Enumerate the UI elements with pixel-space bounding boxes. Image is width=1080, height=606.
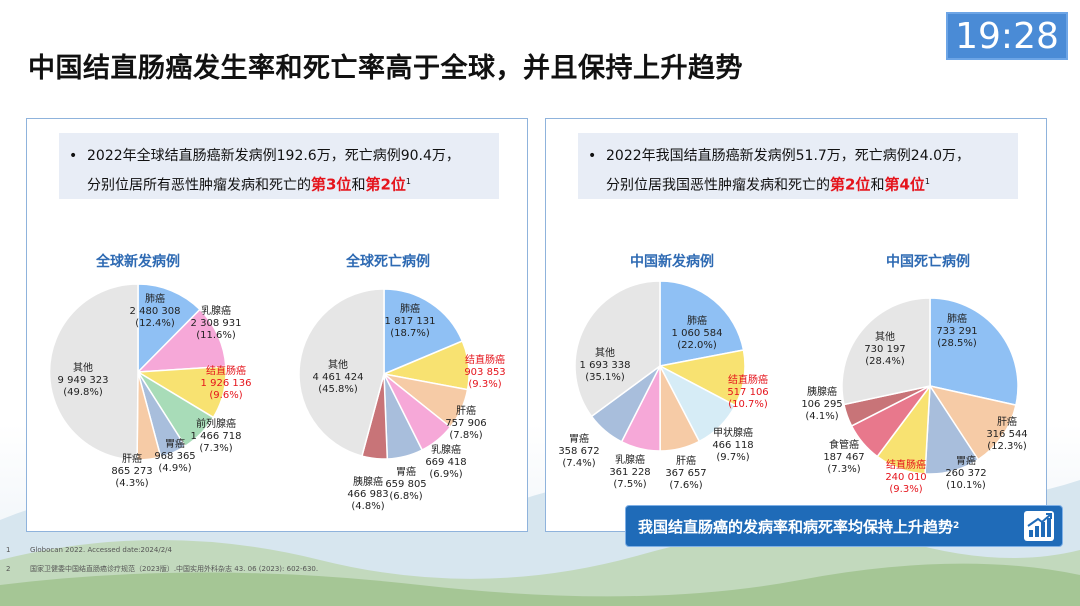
pie-slice	[298, 288, 385, 458]
pie-slice	[48, 283, 139, 461]
pie-slice	[136, 308, 227, 373]
reference-number: 1	[6, 546, 11, 554]
reference-text: 国家卫健委中国结直肠癌诊疗规范（2023版）.中国实用外科杂志 43. 06 (…	[30, 565, 319, 573]
pie-slice	[574, 280, 661, 418]
slice-label: 肝癌 865 273 (4.3%)	[111, 452, 152, 489]
slice-label: 其他 1 693 338 (35.1%)	[580, 346, 631, 383]
global-summary-line1: 2022年全球结直肠癌新发病例192.6万，死亡病例90.4万，	[87, 148, 460, 164]
slice-label: 其他 4 461 424 (45.8%)	[313, 358, 364, 395]
slice-label: 甲状腺癌 466 118 (9.7%)	[712, 426, 753, 463]
references: 1 Globocan 2022. Accessed date:2024/2/4 2…	[6, 546, 318, 584]
china-summary-line1: 2022年我国结直肠癌新发病例51.7万，死亡病例24.0万，	[606, 148, 970, 164]
pie-slice	[928, 384, 1017, 461]
global-summary-line2: 分别位居所有恶性肿瘤发病和死亡的第3位和第2位1	[87, 169, 491, 199]
reference-item: 2 国家卫健委中国结直肠癌诊疗规范（2023版）.中国实用外科杂志 43. 06 …	[6, 564, 318, 574]
slice-label: 结直肠癌 240 010 (9.3%)	[885, 458, 926, 495]
china-rank-incidence: 第2位	[830, 175, 871, 194]
global-rank-death: 第2位	[365, 175, 406, 194]
slice-label: 胰腺癌 466 983 (4.8%)	[347, 475, 388, 512]
slice-label: 其他 730 197 (28.4%)	[864, 330, 905, 367]
pie-slice	[929, 297, 1019, 407]
and-text: 和	[870, 177, 885, 194]
slice-label: 肺癌 733 291 (28.5%)	[936, 312, 977, 349]
slice-label: 肝癌 367 657 (7.6%)	[665, 454, 706, 491]
pie-title: 全球死亡病例	[345, 253, 430, 270]
slice-label: 肺癌 1 060 584 (22.0%)	[672, 314, 723, 351]
slice-label: 肝癌 757 906 (7.8%)	[445, 404, 486, 441]
and-text: 和	[351, 177, 366, 194]
reference-mark: 1	[924, 177, 930, 186]
slice-label: 结直肠癌 903 853 (9.3%)	[464, 353, 505, 390]
pie-title: 全球新发病例	[95, 253, 180, 270]
slice-label: 乳腺癌 361 228 (7.5%)	[609, 453, 650, 490]
china-summary-line2: 分别位居我国恶性肿瘤发病和死亡的第2位和第4位1	[606, 169, 1010, 199]
slice-label: 胃癌 358 672 (7.4%)	[558, 432, 599, 469]
page-title: 中国结直肠癌发生率和死亡率高于全球，并且保持上升趋势	[28, 53, 743, 84]
reference-text: Globocan 2022. Accessed date:2024/2/4	[30, 546, 172, 554]
pie-slice	[383, 288, 464, 376]
slice-label: 食管癌 187 467 (7.3%)	[823, 438, 864, 475]
global-summary: • 2022年全球结直肠癌新发病例192.6万，死亡病例90.4万， 分别位居所…	[59, 133, 499, 199]
slice-label: 结直肠癌 517 106 (10.7%)	[727, 373, 768, 410]
china-summary: • 2022年我国结直肠癌新发病例51.7万，死亡病例24.0万， 分别位居我国…	[578, 133, 1018, 199]
pie-slice	[841, 297, 931, 406]
reference-mark: 1	[405, 177, 411, 186]
pie-slice	[137, 283, 201, 374]
slice-label: 其他 9 949 323 (49.8%)	[58, 361, 109, 398]
global-rank-incidence: 第3位	[311, 175, 352, 194]
slice-label: 胰腺癌 106 295 (4.1%)	[801, 385, 842, 422]
reference-number: 2	[6, 565, 11, 573]
slice-label: 胃癌 260 372 (10.1%)	[945, 454, 986, 491]
slice-label: 肝癌 316 544 (12.3%)	[986, 415, 1027, 452]
china-summary-prefix: 分别位居我国恶性肿瘤发病和死亡的	[606, 177, 830, 194]
pie-title: 中国死亡病例	[886, 253, 970, 270]
clock-display: 19:28	[946, 12, 1068, 60]
china-rank-death: 第4位	[884, 175, 925, 194]
conclusion-banner: 我国结直肠癌的发病率和病死率均保持上升趋势 2	[625, 505, 1063, 547]
pie-slice	[659, 280, 745, 367]
slice-label: 乳腺癌 2 308 931 (11.6%)	[191, 304, 242, 341]
reference-mark: 2	[953, 521, 960, 531]
bullet-dot: •	[588, 148, 597, 164]
slice-label: 乳腺癌 669 418 (6.9%)	[425, 443, 466, 480]
pie-title: 中国新发病例	[630, 253, 714, 270]
reference-item: 1 Globocan 2022. Accessed date:2024/2/4	[6, 546, 318, 554]
slice-label: 前列腺癌 1 466 718 (7.3%)	[191, 417, 242, 454]
slice-label: 肺癌 1 817 131 (18.7%)	[385, 302, 436, 339]
slice-label: 结直肠癌 1 926 136 (9.6%)	[201, 364, 252, 401]
bullet-dot: •	[69, 148, 78, 164]
conclusion-text: 我国结直肠癌的发病率和病死率均保持上升趋势	[638, 517, 954, 536]
growth-chart-icon	[1024, 511, 1054, 541]
slice-label: 胃癌 968 365 (4.9%)	[154, 437, 195, 474]
slice-label: 肺癌 2 480 308 (12.4%)	[130, 292, 181, 329]
slice-label: 胃癌 659 805 (6.8%)	[385, 465, 426, 502]
global-summary-prefix: 分别位居所有恶性肿瘤发病和死亡的	[87, 177, 311, 194]
